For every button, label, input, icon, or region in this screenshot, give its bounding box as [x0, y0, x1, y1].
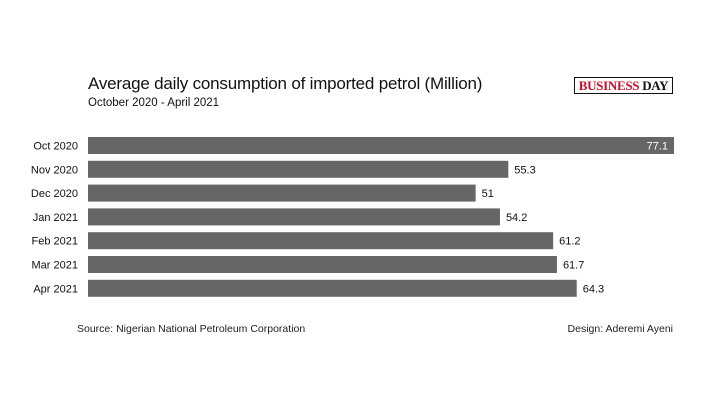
value-label: 77.1 — [647, 141, 668, 153]
bar — [88, 256, 557, 273]
chart-title: Average daily consumption of imported pe… — [88, 74, 483, 93]
design-credit: Design: Aderemi Ayeni — [567, 323, 673, 335]
value-label: 51 — [482, 188, 494, 200]
category-label: Oct 2020 — [33, 141, 78, 153]
category-label: Feb 2021 — [32, 236, 78, 248]
bar — [88, 232, 554, 250]
value-label: 64.3 — [583, 283, 604, 295]
source-note: Source: Nigerian National Petroleum Corp… — [77, 323, 306, 335]
value-label: 61.7 — [563, 260, 584, 272]
category-label: Apr 2021 — [33, 283, 78, 295]
bar — [88, 160, 509, 178]
businessday-logo: BUSINESS DAY — [574, 77, 673, 94]
bar — [88, 137, 674, 154]
value-label: 55.3 — [514, 164, 535, 176]
category-label: Dec 2020 — [31, 188, 78, 200]
category-label: Jan 2021 — [33, 212, 78, 224]
bar — [88, 184, 476, 202]
value-label: 61.2 — [559, 236, 580, 248]
logo-text-business: BUSINESS — [578, 77, 640, 93]
chart-subtitle: October 2020 - April 2021 — [88, 97, 220, 109]
bar — [88, 279, 577, 297]
value-label: 54.2 — [506, 212, 527, 224]
category-label: Mar 2021 — [32, 260, 78, 272]
bar — [88, 208, 500, 226]
logo-text-day: DAY — [642, 77, 669, 93]
category-label: Nov 2020 — [31, 164, 78, 176]
